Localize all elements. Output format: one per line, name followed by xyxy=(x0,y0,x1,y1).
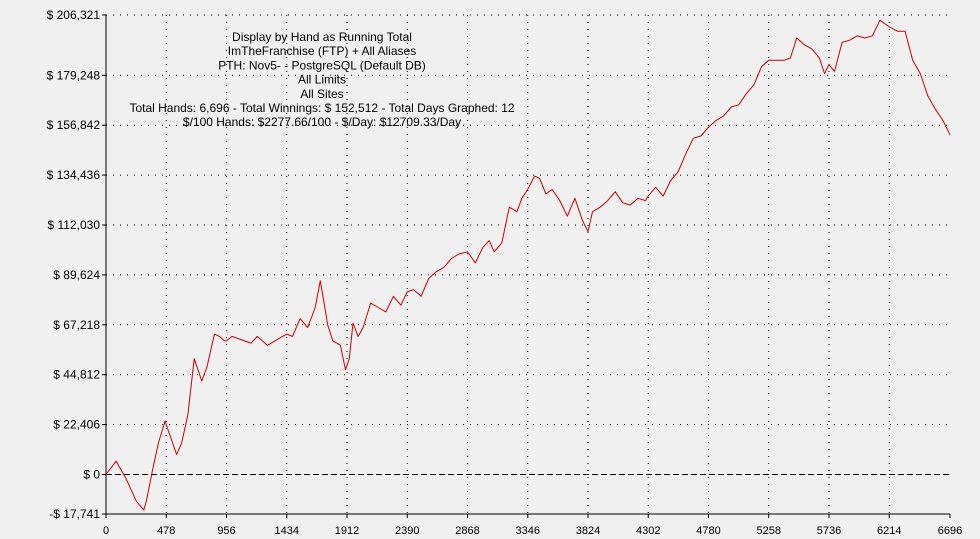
x-tick-label: 3824 xyxy=(576,525,600,537)
series-line-running-total xyxy=(105,19,951,511)
y-tick-label: $ 156,842 xyxy=(47,118,101,132)
y-tick-label: $ 206,321 xyxy=(47,8,101,22)
y-axis-tick-labels: $ 206,321 $ 179,248 $ 156,842 $ 134,436 $ 11… xyxy=(47,8,101,521)
x-tick-label: 6214 xyxy=(877,525,901,537)
y-tick-label: $ 44,812 xyxy=(53,368,100,382)
chart-title-line: ImTheFranchise (FTP) + All Aliases xyxy=(228,44,416,58)
chart-title-block: Display by Hand as Running TotalImTheFra… xyxy=(129,30,514,129)
x-tick-label: 6696 xyxy=(938,525,962,537)
axes xyxy=(102,14,951,518)
x-tick-label: 2390 xyxy=(395,525,419,537)
x-tick-label: 2868 xyxy=(455,525,479,537)
y-tick-label: $ 0 xyxy=(83,467,100,481)
grid-lines xyxy=(106,14,950,514)
chart-title-line: Display by Hand as Running Total xyxy=(232,30,412,44)
x-tick-label: 5736 xyxy=(817,525,841,537)
x-tick-label: 0 xyxy=(103,525,109,537)
x-tick-label: 1434 xyxy=(275,525,299,537)
y-tick-label: $ 89,624 xyxy=(53,268,100,282)
x-tick-label: 478 xyxy=(157,525,175,537)
y-tick-label: $ 22,406 xyxy=(53,418,100,432)
y-tick-label: $ 112,030 xyxy=(48,218,101,232)
x-axis-tick-labels: 0 478 956 1434 1912 2390 2868 3346 3824 4302 4780 5… xyxy=(103,525,962,537)
x-tick-label: 4780 xyxy=(696,525,720,537)
chart-title-line: $/100 Hands: $2277.66/100 - $/Day: $1270… xyxy=(183,115,461,129)
x-tick-label: 1912 xyxy=(335,525,359,537)
y-tick-label: $ 179,248 xyxy=(47,68,101,82)
x-tick-label: 4302 xyxy=(636,525,660,537)
chart-title-line: PTH: Nov5- - PostgreSQL (Default DB) xyxy=(218,58,426,72)
x-tick-label: 3346 xyxy=(516,525,540,537)
chart-title-line: Total Hands: 6,696 - Total Winnings: $ 1… xyxy=(129,101,514,115)
x-tick-label: 956 xyxy=(217,525,235,537)
y-tick-label: $ 134,436 xyxy=(47,168,101,182)
series-layer xyxy=(105,19,951,511)
chart-title-line: All Sites xyxy=(300,87,343,101)
chart-title-line: All Limits xyxy=(298,73,346,87)
y-tick-label: -$ 17,741 xyxy=(49,507,100,521)
x-tick-label: 5258 xyxy=(757,525,781,537)
y-tick-label: $ 67,218 xyxy=(53,318,100,332)
